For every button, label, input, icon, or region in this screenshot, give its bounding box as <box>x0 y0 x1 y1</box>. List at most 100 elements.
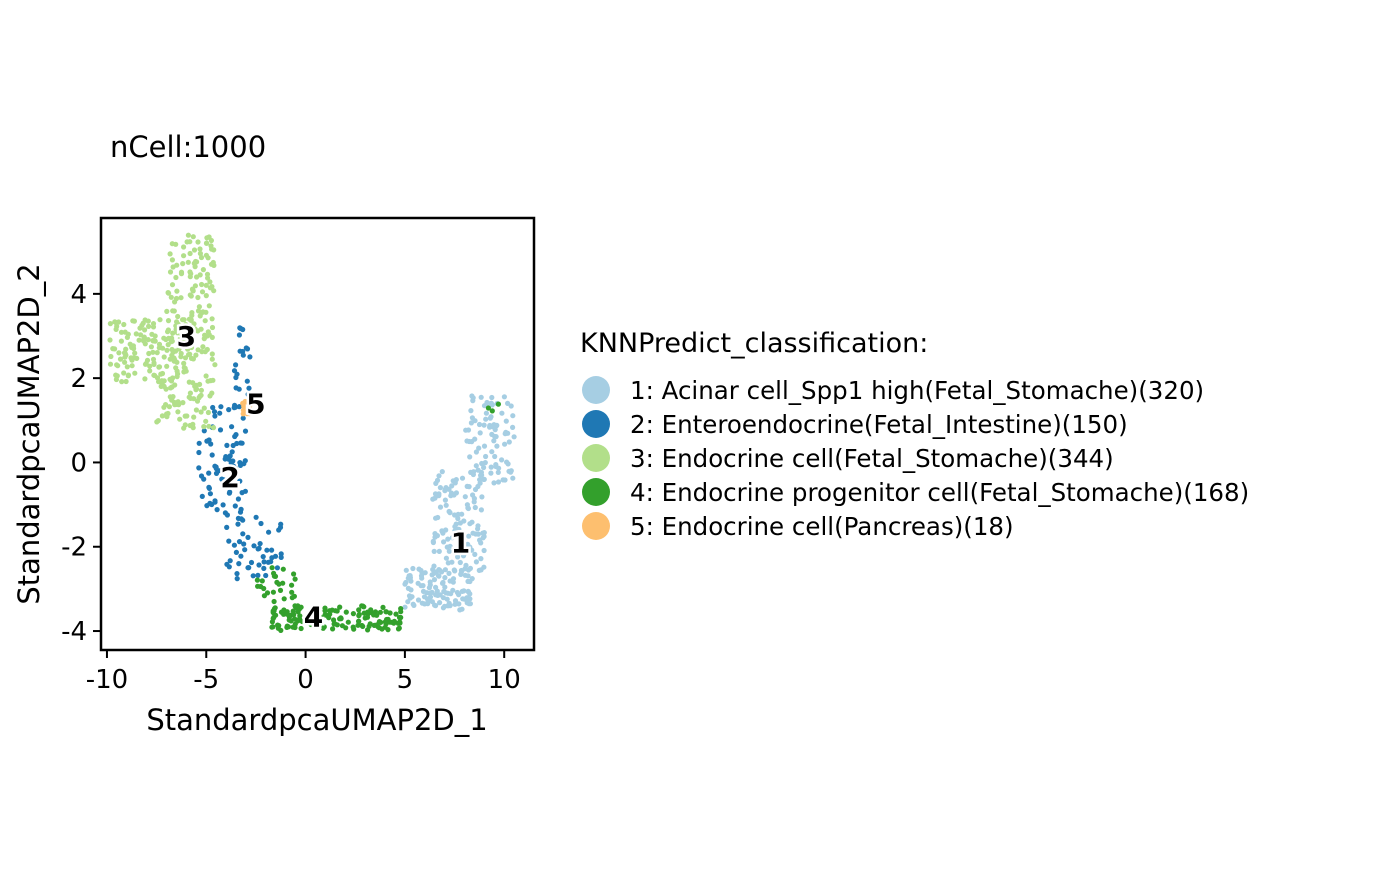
data-point <box>222 456 228 462</box>
data-point <box>197 250 203 257</box>
data-point <box>398 614 404 621</box>
data-point <box>291 593 297 599</box>
data-point <box>472 436 478 442</box>
data-point <box>232 503 238 509</box>
data-point <box>142 376 148 382</box>
data-point <box>200 344 206 350</box>
data-point <box>136 337 142 343</box>
data-point <box>150 349 156 355</box>
data-point <box>251 543 257 549</box>
data-point <box>410 601 416 607</box>
data-point <box>459 606 465 612</box>
data-point <box>356 607 362 613</box>
data-point <box>205 255 211 261</box>
cluster-label-5: 5 <box>246 387 265 420</box>
data-point <box>161 354 167 360</box>
data-point <box>204 235 210 241</box>
data-point <box>481 403 488 409</box>
data-point <box>165 318 172 324</box>
data-point <box>365 627 371 633</box>
data-point <box>426 585 432 591</box>
data-point <box>239 440 245 446</box>
data-point <box>158 371 164 377</box>
data-point <box>453 490 459 496</box>
data-point <box>499 457 505 463</box>
legend-label: 3: Endocrine cell(Fetal_Stomache)(344) <box>630 444 1114 473</box>
data-point <box>460 544 466 550</box>
data-point <box>212 413 218 419</box>
data-point <box>465 505 471 512</box>
data-point <box>236 561 242 567</box>
data-point <box>453 477 459 483</box>
data-point <box>148 344 154 350</box>
data-point <box>410 565 416 572</box>
data-point <box>236 386 242 392</box>
data-point <box>206 423 212 429</box>
data-point <box>396 625 402 631</box>
data-point <box>186 379 192 385</box>
data-point <box>236 332 242 338</box>
data-point <box>217 468 223 474</box>
data-point <box>488 470 494 476</box>
data-point <box>465 567 472 573</box>
data-point <box>203 418 209 424</box>
data-point <box>405 585 411 592</box>
data-point <box>371 622 377 629</box>
data-point <box>225 464 231 470</box>
data-point <box>439 580 446 586</box>
legend-swatch <box>582 512 610 540</box>
data-point <box>469 576 475 582</box>
data-point <box>199 281 205 288</box>
data-point <box>345 619 351 625</box>
y-tick-label: 4 <box>70 280 87 310</box>
data-point <box>308 621 314 628</box>
data-point <box>459 475 466 481</box>
data-point <box>264 547 270 553</box>
data-point <box>289 582 295 588</box>
data-point <box>237 462 244 468</box>
data-point <box>322 612 328 618</box>
data-point <box>452 528 458 534</box>
data-point <box>450 579 456 585</box>
data-point <box>229 449 235 455</box>
data-point <box>503 429 509 435</box>
data-point <box>481 564 487 570</box>
data-point <box>274 565 280 571</box>
data-point <box>385 627 391 633</box>
data-point <box>190 425 196 431</box>
data-point <box>188 317 194 323</box>
data-point <box>261 593 267 599</box>
data-point <box>167 251 173 257</box>
data-point <box>245 534 251 541</box>
data-point <box>179 342 185 348</box>
data-point <box>142 327 148 333</box>
data-point <box>478 556 484 562</box>
data-point <box>163 386 169 392</box>
data-point <box>234 576 240 582</box>
data-point <box>441 539 447 545</box>
data-point <box>442 584 448 590</box>
data-point <box>138 332 144 338</box>
data-point <box>276 581 282 587</box>
data-point <box>446 508 452 515</box>
cluster-label-4: 4 <box>304 600 323 633</box>
data-point <box>169 282 176 288</box>
data-point <box>182 422 188 428</box>
data-point <box>477 430 483 436</box>
data-point <box>112 319 118 325</box>
data-point <box>247 354 253 360</box>
data-point <box>254 577 260 583</box>
data-point <box>245 391 251 397</box>
data-point <box>210 261 216 267</box>
data-point <box>204 438 210 444</box>
data-point <box>449 535 455 541</box>
data-point <box>209 324 216 331</box>
data-point <box>239 490 245 496</box>
data-point <box>432 531 438 537</box>
data-point <box>202 334 208 340</box>
data-point <box>171 399 177 405</box>
data-point <box>495 469 501 475</box>
data-point <box>483 410 489 416</box>
data-point <box>257 541 263 547</box>
data-point <box>176 402 182 408</box>
